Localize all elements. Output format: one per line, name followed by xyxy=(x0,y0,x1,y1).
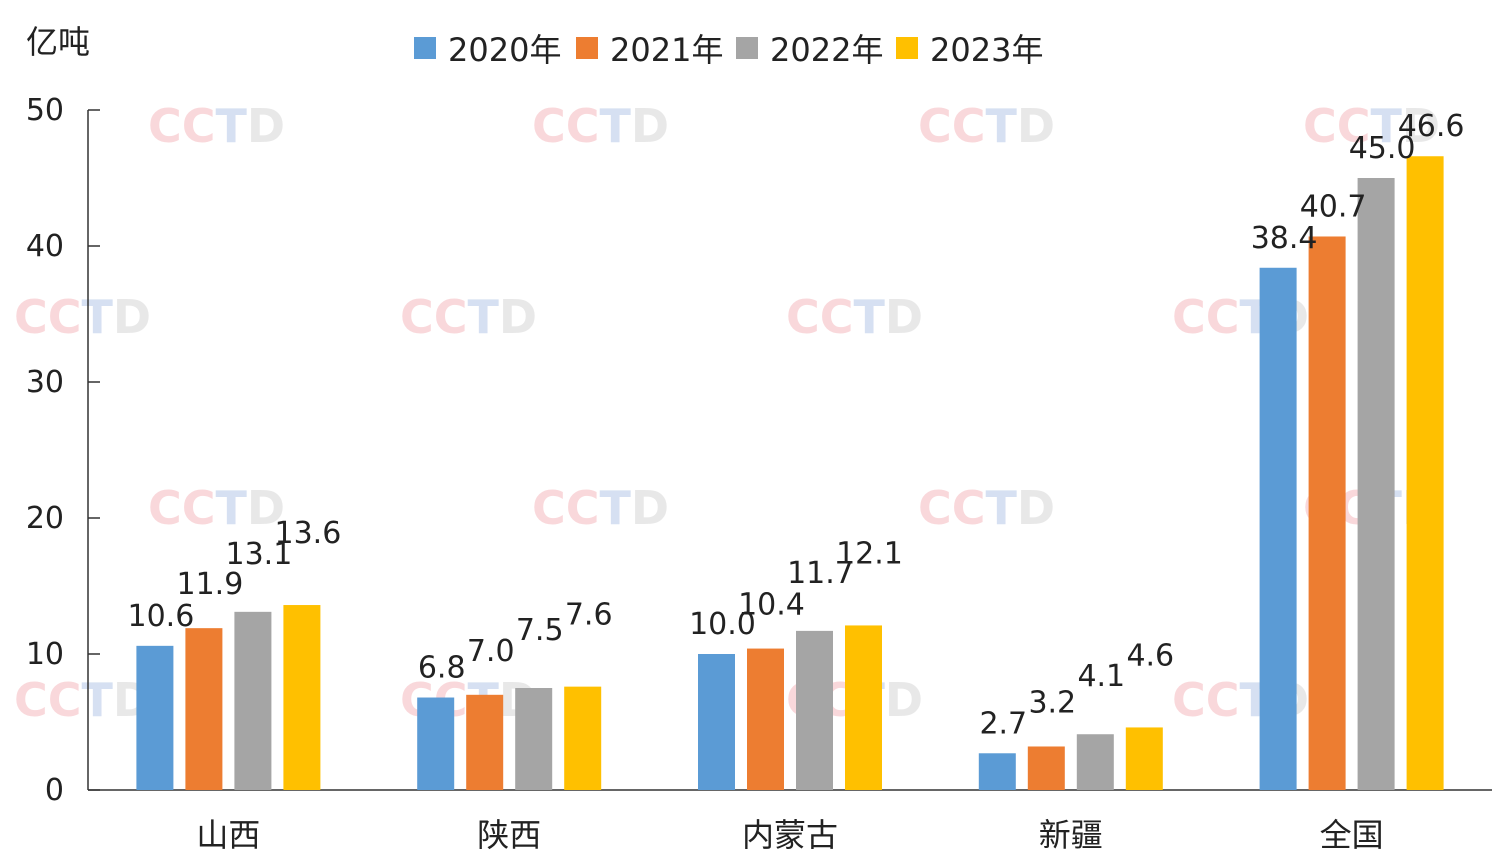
bar xyxy=(185,628,223,790)
watermark: CCTD xyxy=(400,290,537,344)
data-label: 7.5 xyxy=(516,613,564,648)
watermark: CCTD xyxy=(148,99,285,153)
legend-swatch xyxy=(414,37,436,59)
x-category-label: 全国 xyxy=(1320,816,1384,854)
bar xyxy=(1259,267,1297,790)
bar xyxy=(515,688,553,790)
data-label: 13.1 xyxy=(226,537,293,572)
data-label: 6.8 xyxy=(418,651,466,686)
x-category-label: 内蒙古 xyxy=(742,816,838,854)
bar xyxy=(845,625,882,790)
y-tick-label: 30 xyxy=(26,365,64,400)
bar xyxy=(1406,156,1444,791)
x-category-label: 新疆 xyxy=(1039,816,1103,854)
data-label: 7.6 xyxy=(565,598,613,633)
legend-swatch xyxy=(736,37,758,59)
x-category-label: 山西 xyxy=(196,816,260,854)
bar xyxy=(1125,727,1163,790)
bar xyxy=(234,611,272,790)
x-category-label: 陕西 xyxy=(477,816,541,854)
data-label: 2.7 xyxy=(979,706,1027,741)
data-label: 4.1 xyxy=(1077,659,1125,694)
watermark: CCTD xyxy=(532,481,669,535)
data-label: 40.7 xyxy=(1300,189,1367,224)
bar xyxy=(417,697,455,790)
data-labels: 10.611.913.113.6 6.8 7.07.5 7.6 10.010.411.7… xyxy=(128,109,1465,741)
y-tick-label: 0 xyxy=(45,773,64,808)
watermark: CCTD xyxy=(14,673,151,727)
data-label: 45.0 xyxy=(1349,131,1416,166)
bar xyxy=(1027,746,1065,790)
data-label: 10.0 xyxy=(689,607,756,642)
data-label: 12.1 xyxy=(836,536,903,571)
bar xyxy=(283,605,321,790)
watermark: CCTD xyxy=(786,290,923,344)
data-label: 7.0 xyxy=(467,634,515,669)
legend-swatch xyxy=(896,37,918,59)
y-tick-label: 10 xyxy=(26,637,64,672)
data-label: 38.4 xyxy=(1251,221,1318,256)
bar xyxy=(564,686,602,790)
data-label: 3.2 xyxy=(1028,685,1076,720)
bar xyxy=(136,645,174,790)
watermark: CCTD xyxy=(918,99,1055,153)
data-label: 46.6 xyxy=(1398,109,1465,144)
bar xyxy=(698,654,735,790)
watermark: CCTD xyxy=(1303,99,1440,153)
bar xyxy=(747,648,784,790)
legend-label: 2023年 xyxy=(930,31,1043,69)
legend-swatch xyxy=(576,37,598,59)
bars xyxy=(136,156,1444,791)
bar xyxy=(978,753,1016,790)
y-tick-label: 50 xyxy=(26,93,64,128)
watermark: CCTD xyxy=(918,481,1055,535)
data-label: 13.6 xyxy=(275,516,342,551)
watermark: CCTD xyxy=(148,481,285,535)
legend-label: 2021年 xyxy=(610,31,723,69)
bar xyxy=(1308,236,1346,791)
y-tick-label: 20 xyxy=(26,501,64,536)
data-label: 4.6 xyxy=(1126,638,1174,673)
bar xyxy=(466,694,504,790)
data-label: 10.4 xyxy=(738,588,805,623)
data-label: 11.9 xyxy=(177,567,244,602)
data-label: 11.7 xyxy=(787,556,854,591)
watermark: CCTD xyxy=(14,290,151,344)
data-label: 10.6 xyxy=(128,599,195,634)
legend-label: 2022年 xyxy=(770,31,883,69)
y-tick-label: 40 xyxy=(26,229,64,264)
bar xyxy=(1357,178,1395,790)
bar xyxy=(796,630,833,790)
watermark: CCTD xyxy=(532,99,669,153)
bar xyxy=(1076,734,1114,790)
axes: 0 10 20 30 40 50 山西 陕西 内蒙古 新疆 全国 xyxy=(26,93,1492,854)
legend: 2020年 2021年 2022年 2023年 xyxy=(414,31,1043,69)
y-axis-unit-label: 亿吨 xyxy=(26,23,90,61)
legend-label: 2020年 xyxy=(448,31,561,69)
